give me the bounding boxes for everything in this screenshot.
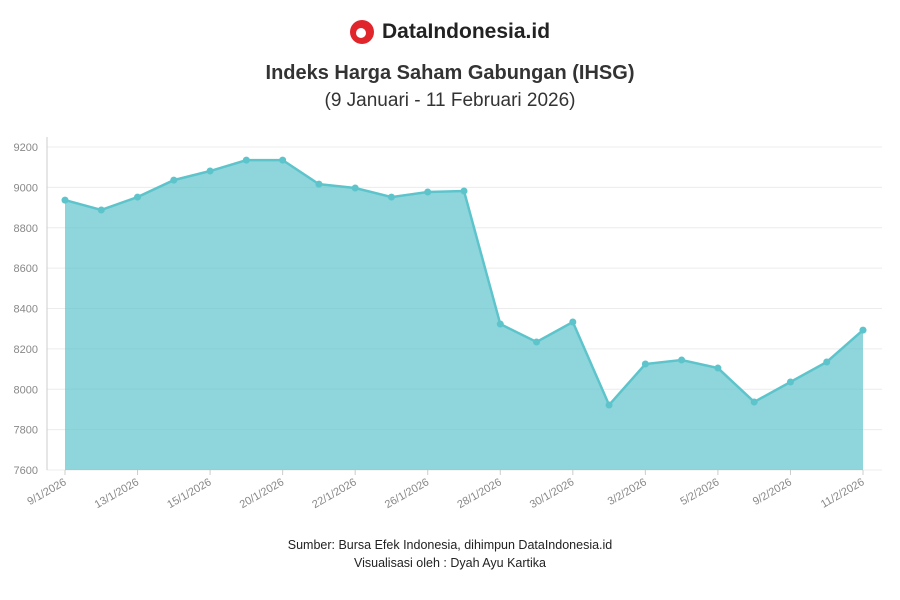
brand: DataIndonesia.id bbox=[0, 20, 900, 44]
credit-note: Visualisasi oleh : Dyah Ayu Kartika bbox=[353, 556, 546, 570]
data-point bbox=[496, 320, 504, 328]
data-point bbox=[242, 156, 250, 164]
y-tick-label: 8000 bbox=[14, 384, 38, 396]
data-point bbox=[97, 206, 105, 214]
data-point bbox=[206, 167, 214, 175]
data-point bbox=[460, 187, 468, 195]
x-tick-label: 9/2/2026 bbox=[751, 476, 794, 508]
x-tick-label: 15/1/2026 bbox=[165, 476, 213, 511]
data-point bbox=[61, 196, 69, 204]
chart-title: Indeks Harga Saham Gabungan (IHSG) bbox=[265, 62, 635, 84]
x-tick-label: 3/2/2026 bbox=[606, 476, 649, 508]
x-tick-label: 9/1/2026 bbox=[25, 476, 68, 508]
source-note: Sumber: Bursa Efek Indonesia, dihimpun D… bbox=[287, 538, 613, 552]
x-tick-label: 11/2/2026 bbox=[819, 476, 867, 510]
y-tick-label: 8200 bbox=[14, 344, 38, 356]
data-point bbox=[424, 188, 432, 196]
data-point bbox=[678, 356, 686, 364]
area-fill bbox=[65, 160, 863, 470]
data-point bbox=[786, 378, 794, 386]
data-point bbox=[279, 156, 287, 164]
x-tick-label: 5/2/2026 bbox=[678, 476, 721, 508]
y-tick-label: 9000 bbox=[14, 182, 38, 194]
chart-subtitle: (9 Januari - 11 Februari 2026) bbox=[324, 90, 576, 111]
brand-name: DataIndonesia.id bbox=[381, 20, 551, 43]
data-point bbox=[714, 364, 722, 372]
data-point bbox=[351, 184, 359, 192]
brand-logo-icon bbox=[349, 20, 374, 44]
y-tick-label: 8600 bbox=[14, 263, 38, 275]
data-point bbox=[859, 326, 867, 334]
data-point bbox=[134, 193, 142, 201]
x-tick-label: 13/1/2026 bbox=[93, 476, 141, 511]
data-point bbox=[533, 338, 541, 346]
y-tick-label: 8800 bbox=[14, 223, 38, 235]
x-tick-label: 26/1/2026 bbox=[383, 476, 431, 511]
y-tick-label: 8400 bbox=[14, 304, 38, 316]
data-point bbox=[750, 398, 758, 406]
data-point bbox=[605, 401, 613, 409]
x-tick-label: 22/1/2026 bbox=[310, 476, 358, 511]
data-point bbox=[170, 176, 178, 184]
data-point bbox=[569, 318, 577, 326]
data-point bbox=[387, 193, 395, 201]
y-tick-label: 7600 bbox=[14, 465, 38, 477]
x-tick-label: 28/1/2026 bbox=[455, 476, 503, 511]
data-point bbox=[641, 360, 649, 368]
data-point bbox=[823, 358, 831, 366]
x-tick-label: 20/1/2026 bbox=[238, 476, 286, 511]
y-tick-label: 7800 bbox=[14, 425, 38, 437]
x-tick-label: 30/1/2026 bbox=[528, 476, 576, 511]
data-point bbox=[315, 180, 323, 188]
y-tick-label: 9200 bbox=[14, 142, 38, 154]
